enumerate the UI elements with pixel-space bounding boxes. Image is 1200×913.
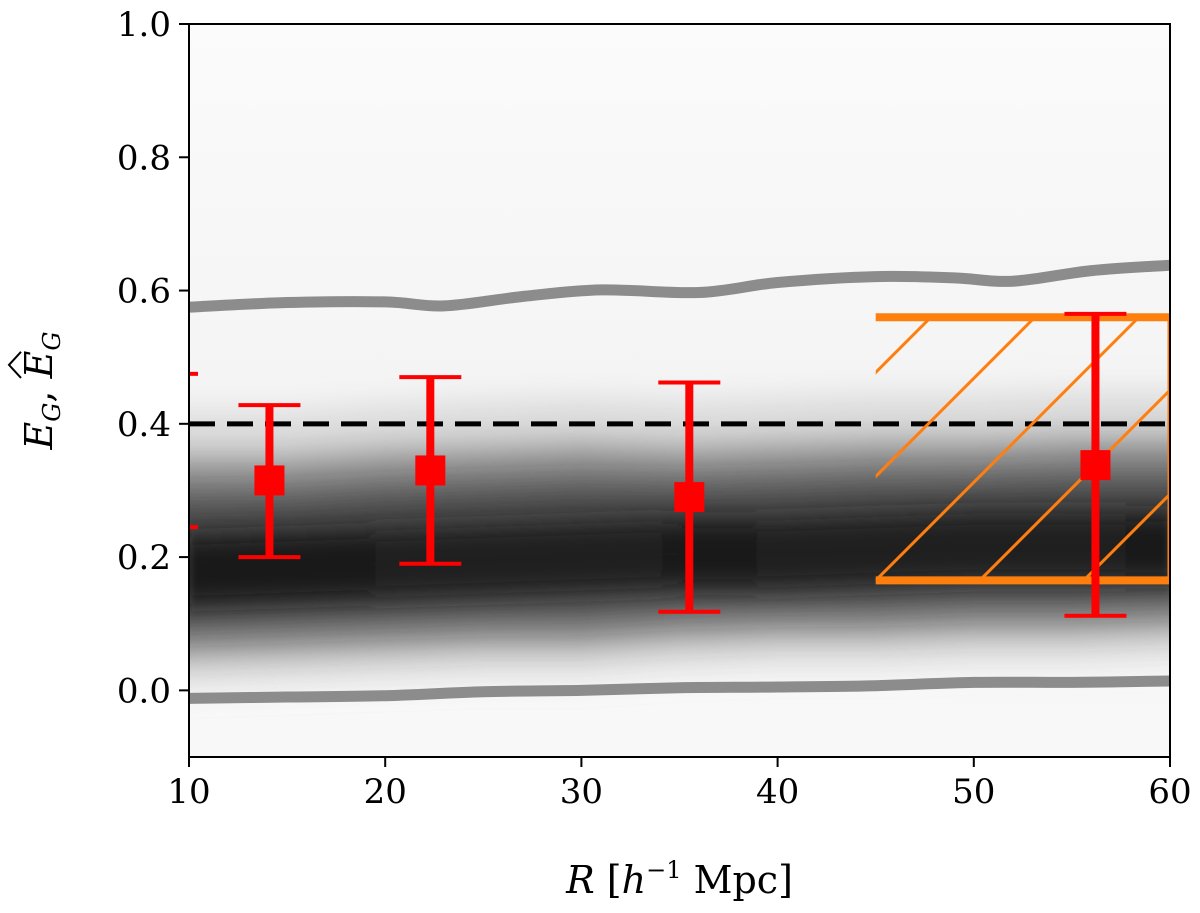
data-point <box>1080 450 1111 481</box>
x-axis-title: R [h−1 Mpc] <box>565 856 793 902</box>
y-tick-label: 0.6 <box>117 272 171 312</box>
hatch-line <box>875 317 1036 479</box>
error-bars <box>189 311 1127 618</box>
y-axis-var1: E <box>17 422 61 451</box>
x-axis-unit: Mpc] <box>681 858 792 902</box>
x-tick-label: 30 <box>560 772 603 812</box>
hatch-line <box>978 387 1170 581</box>
y-tick-label: 0.0 <box>117 671 171 711</box>
hatch-line <box>1082 491 1170 581</box>
x-axis-bracket-open: [ <box>595 858 622 902</box>
gray-bound-lines <box>189 259 1170 704</box>
y-axis-sub1: G <box>38 403 66 422</box>
data-point <box>254 465 285 496</box>
y-tick-label: 0.4 <box>117 405 171 445</box>
plot-frame <box>188 23 1171 758</box>
x-axis-var: R <box>565 858 595 902</box>
hatch-line <box>1188 317 1200 580</box>
y-axis-title: EG, EG <box>7 331 66 451</box>
hatch-line <box>875 317 932 375</box>
data-point <box>674 482 705 513</box>
y-tick-label: 1.0 <box>117 5 171 45</box>
x-tick-label: 50 <box>952 772 995 812</box>
axis-ticks: 10 20 30 40 50 60 0.0 0.2 0.4 0.6 0.8 1.0 <box>117 5 1192 812</box>
x-tick-label: 20 <box>364 772 407 812</box>
y-axis-var2: E <box>17 350 61 379</box>
lower-bound-line <box>189 675 1170 704</box>
y-tick-label: 0.8 <box>117 138 171 178</box>
y-axis-sub2: G <box>38 331 66 350</box>
y-axis-sep: , <box>17 378 61 402</box>
x-tick-label: 10 <box>167 772 210 812</box>
data-point <box>415 455 446 486</box>
y-tick-label: 0.2 <box>117 538 171 578</box>
x-axis-sup: −1 <box>646 856 681 884</box>
plot-area <box>189 24 1200 757</box>
x-axis-h: h <box>622 858 646 902</box>
upper-bound-line <box>189 259 1170 313</box>
hatched-region <box>875 313 1200 585</box>
y-axis-hat <box>7 351 22 379</box>
svg-text:EG, EG: EG, EG <box>17 331 66 450</box>
x-tick-label: 40 <box>756 772 799 812</box>
x-tick-label: 60 <box>1148 772 1191 812</box>
